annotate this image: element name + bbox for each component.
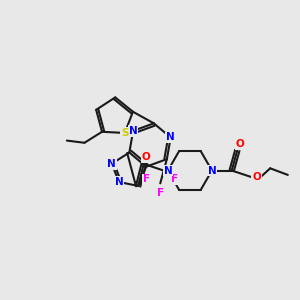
Text: N: N <box>129 126 137 136</box>
Text: N: N <box>107 159 116 169</box>
Text: O: O <box>252 172 261 182</box>
Text: N: N <box>164 166 172 176</box>
Text: S: S <box>121 128 128 138</box>
Text: O: O <box>141 152 150 162</box>
Text: F: F <box>171 174 178 184</box>
Text: O: O <box>236 139 244 149</box>
Text: F: F <box>143 174 150 184</box>
Text: N: N <box>208 166 216 176</box>
Text: F: F <box>157 188 164 198</box>
Text: N: N <box>115 177 123 187</box>
Text: N: N <box>166 133 175 142</box>
